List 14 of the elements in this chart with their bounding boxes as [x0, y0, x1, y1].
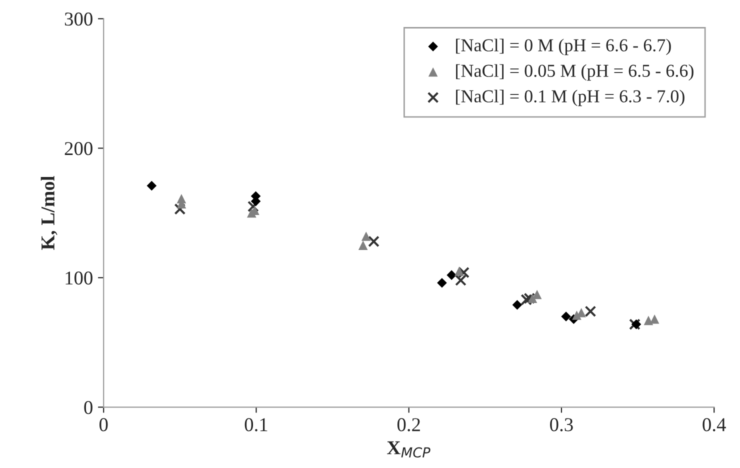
x-tick-label: 0.2 — [397, 418, 420, 432]
x-tick-label: 0 — [99, 418, 108, 432]
legend-label: [NaCl] = 0.05 M (pH = 6.5 - 6.6) — [456, 64, 694, 81]
legend-label: [NaCl] = 0 M (pH = 6.6 - 6.7) — [456, 38, 671, 56]
y-tick-label: 300 — [64, 12, 92, 26]
x-tick-label: 0.1 — [244, 418, 268, 432]
x-axis-title: X$_{MCP}$ — [387, 441, 430, 458]
x-tick-label: 0.3 — [550, 418, 573, 432]
y-tick-label: 200 — [64, 142, 92, 156]
y-tick-label: 0 — [84, 400, 92, 414]
y-axis-title: K, L/mol — [40, 176, 58, 250]
x-tick-label: 0.4 — [702, 418, 726, 432]
legend-label: [NaCl] = 0.1 M (pH = 6.3 - 7.0) — [456, 90, 684, 106]
y-tick-label: 100 — [66, 271, 92, 285]
